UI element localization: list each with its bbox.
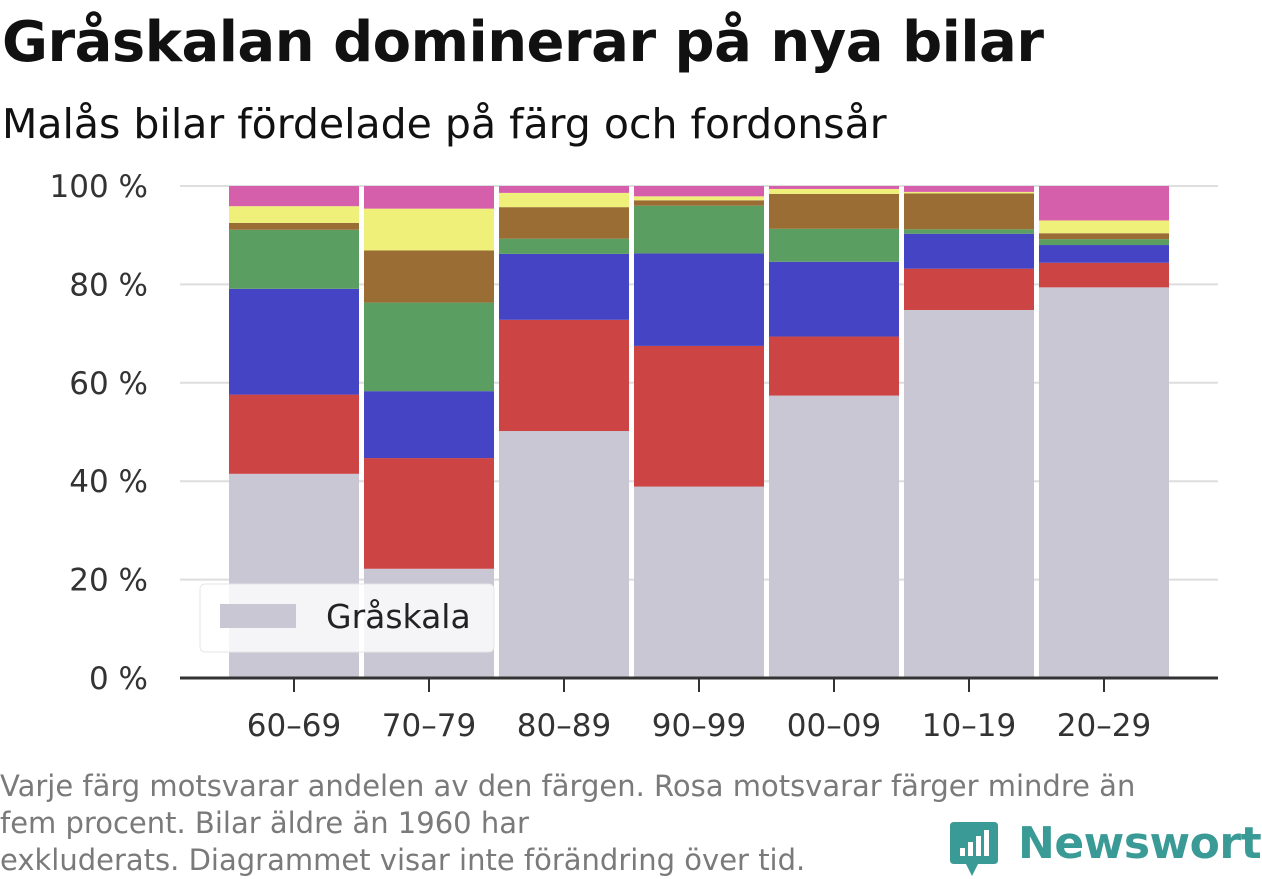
x-tick-label: 10–19 [922,708,1016,744]
bar-segment [769,228,899,262]
bar-segment [364,302,494,392]
x-tick-label: 60–69 [247,708,341,744]
bar-segment [1039,262,1169,288]
bar-segment [499,431,629,678]
bar-segment [1039,186,1169,221]
caption-line-3: exkluderats. Diagrammet visar inte förän… [0,843,806,877]
caption-line-2: fem procent. Bilar äldre än 1960 har [0,806,529,840]
bar-segment [634,345,764,487]
bar-segment [364,208,494,251]
bar-segment [364,458,494,569]
bar-segment [1039,233,1169,240]
bar-segment [229,394,359,474]
x-tick-label: 80–89 [517,708,611,744]
bar-segment [904,191,1034,194]
bar-segment [769,395,899,678]
y-tick-label: 0 % [89,661,148,697]
bar-segment [229,222,359,230]
bar-segment [769,188,899,194]
bar-segment [1039,239,1169,246]
bar-segment [769,336,899,396]
newsworthy-logo-icon [950,822,998,876]
chart-subtitle: Malås bilar fördelade på färg och fordon… [2,100,887,148]
bar-segment [499,186,629,193]
x-tick-label: 70–79 [382,708,476,744]
bar-segment [499,192,629,208]
chart-title: Gråskalan dominerar på nya bilar [2,10,1044,75]
bar-segment [364,250,494,303]
bar-segment [634,253,764,346]
bar-segment [1039,245,1169,263]
legend-box [199,583,495,653]
y-tick-label: 100 % [50,169,148,205]
bar-segment [904,233,1034,269]
caption-line-1: Varje färg motsvarar andelen av den färg… [0,769,1136,803]
brand-name: Newsworthy [1018,818,1262,869]
legend-label: Gråskala [326,597,471,636]
newsworthy-logo[interactable]: Newsworthy [948,816,1262,879]
bar-segment [634,205,764,254]
bar-segment [904,186,1034,192]
bar-segment [634,200,764,206]
bar-segment [1039,287,1169,678]
bar-segment [229,206,359,223]
y-tick-label: 60 % [69,366,148,402]
bar-segment [1039,220,1169,234]
x-tick-label: 20–29 [1057,708,1151,744]
x-tick-label: 90–99 [652,708,746,744]
bar-segment [904,268,1034,310]
bar-segment [904,193,1034,230]
bar-segment [634,186,764,197]
y-tick-label: 20 % [69,563,148,599]
x-tick-label: 00–09 [787,708,881,744]
bar-segment [634,196,764,201]
bar-segment [634,486,764,678]
bar-segment [364,391,494,459]
bar-segment [499,253,629,320]
bar-segment [499,319,629,432]
legend-swatch [220,604,296,628]
y-tick-label: 80 % [69,267,148,303]
bar-segment [364,186,494,209]
bar-segment [904,309,1034,678]
bar-segment [229,288,359,395]
bar-segment [769,186,899,189]
bar-segment [499,207,629,239]
bar-segment [769,193,899,229]
bar-segment [499,238,629,254]
y-tick-label: 40 % [69,464,148,500]
bar-segment [229,229,359,289]
bar-segment [229,186,359,207]
bar-segment [904,229,1034,234]
chart-caption: Varje färg motsvarar andelen av den färg… [0,768,1240,879]
bar-segment [769,261,899,337]
legend: Gråskala [199,583,495,653]
